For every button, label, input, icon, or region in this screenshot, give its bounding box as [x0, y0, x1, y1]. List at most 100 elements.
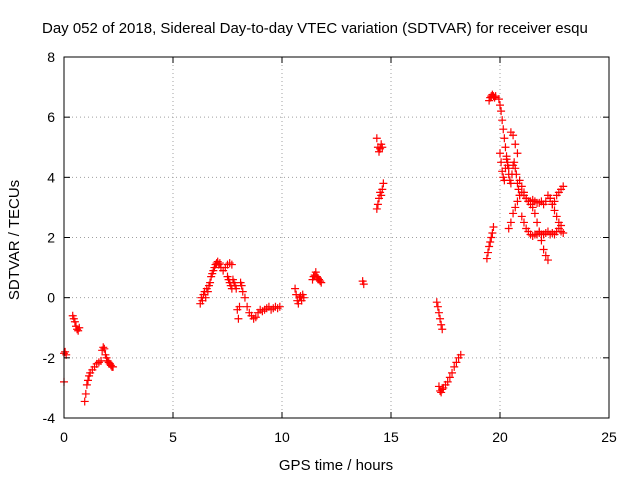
- data-point: [273, 304, 282, 313]
- data-point: [484, 248, 493, 257]
- data-point: [450, 362, 459, 371]
- axis-ticks: 0 5 10 15 20 25 -4 -2 0 2 4 6 8: [43, 49, 617, 445]
- data-point: [500, 134, 509, 143]
- data-point: [530, 209, 539, 218]
- data-point: [490, 93, 499, 102]
- x-axis-title: GPS time / hours: [279, 457, 393, 474]
- data-points: [60, 90, 568, 406]
- data-point: [240, 293, 249, 302]
- data-point: [517, 182, 526, 191]
- data-point: [509, 131, 518, 140]
- data-point: [504, 224, 513, 233]
- data-point: [436, 314, 445, 323]
- data-point: [482, 254, 491, 263]
- data-point: [487, 233, 496, 242]
- data-point: [311, 268, 320, 277]
- chart-title: Day 052 of 2018, Sidereal Day-to-day VTE…: [42, 20, 588, 37]
- data-point: [511, 164, 520, 173]
- data-point: [81, 389, 90, 398]
- y-tick-label: -4: [43, 410, 56, 426]
- x-tick-label: 5: [169, 429, 177, 445]
- data-point: [372, 134, 381, 143]
- data-point: [234, 314, 243, 323]
- y-tick-label: 8: [47, 49, 55, 65]
- data-point: [378, 185, 387, 194]
- data-point: [373, 200, 382, 209]
- data-point: [510, 158, 519, 167]
- data-point: [511, 203, 520, 212]
- data-point: [533, 218, 542, 227]
- data-point: [543, 256, 552, 265]
- y-tick-label: -2: [43, 350, 56, 366]
- data-point: [557, 221, 566, 230]
- data-point: [238, 287, 247, 296]
- data-point: [506, 218, 515, 227]
- data-point: [539, 245, 548, 254]
- data-point: [317, 278, 326, 287]
- data-point: [109, 362, 118, 371]
- data-point: [237, 281, 246, 290]
- x-tick-label: 10: [274, 429, 290, 445]
- data-point: [497, 158, 506, 167]
- data-point: [517, 212, 526, 221]
- data-point: [502, 155, 511, 164]
- data-point: [378, 143, 387, 152]
- data-point: [291, 284, 300, 293]
- data-point: [316, 277, 325, 286]
- data-point: [488, 228, 497, 237]
- data-point: [497, 107, 506, 116]
- data-point: [299, 293, 308, 302]
- data-point: [379, 179, 388, 188]
- data-point: [82, 380, 91, 389]
- data-point: [452, 358, 461, 367]
- data-point: [511, 140, 520, 149]
- data-point: [227, 260, 236, 269]
- x-tick-label: 20: [492, 429, 508, 445]
- data-point: [552, 212, 561, 221]
- data-point: [201, 293, 210, 302]
- x-tick-label: 0: [60, 429, 68, 445]
- y-tick-label: 0: [47, 290, 55, 306]
- data-point: [80, 397, 89, 406]
- data-point: [519, 188, 528, 197]
- data-point: [225, 259, 234, 268]
- data-point: [99, 343, 108, 352]
- data-point: [559, 182, 568, 191]
- data-point: [94, 358, 103, 367]
- data-point: [100, 344, 109, 353]
- data-point: [83, 376, 92, 385]
- grid-lines: [64, 57, 609, 418]
- y-tick-label: 6: [47, 109, 55, 125]
- data-point: [548, 228, 557, 237]
- data-point: [70, 317, 79, 326]
- data-point: [548, 200, 557, 209]
- data-point: [486, 238, 495, 247]
- data-point: [215, 259, 224, 268]
- data-point: [448, 368, 457, 377]
- data-point: [275, 302, 284, 311]
- x-tick-label: 15: [383, 429, 399, 445]
- data-point: [433, 302, 442, 311]
- data-point: [75, 323, 84, 332]
- data-point: [359, 280, 368, 289]
- y-tick-label: 4: [47, 169, 55, 185]
- data-point: [432, 298, 441, 307]
- data-point: [251, 313, 260, 322]
- data-point: [243, 302, 252, 311]
- data-point: [528, 203, 537, 212]
- y-tick-label: 2: [47, 230, 55, 246]
- data-point: [541, 197, 550, 206]
- data-point: [559, 228, 568, 237]
- data-point: [485, 242, 494, 251]
- data-point: [496, 149, 504, 158]
- data-point: [489, 222, 498, 231]
- data-point: [235, 302, 244, 311]
- data-point: [512, 170, 521, 179]
- data-point: [494, 95, 503, 104]
- x-tick-label: 25: [601, 429, 617, 445]
- data-point: [499, 125, 508, 134]
- data-point: [377, 191, 386, 200]
- data-point: [509, 209, 518, 218]
- data-point: [437, 320, 446, 329]
